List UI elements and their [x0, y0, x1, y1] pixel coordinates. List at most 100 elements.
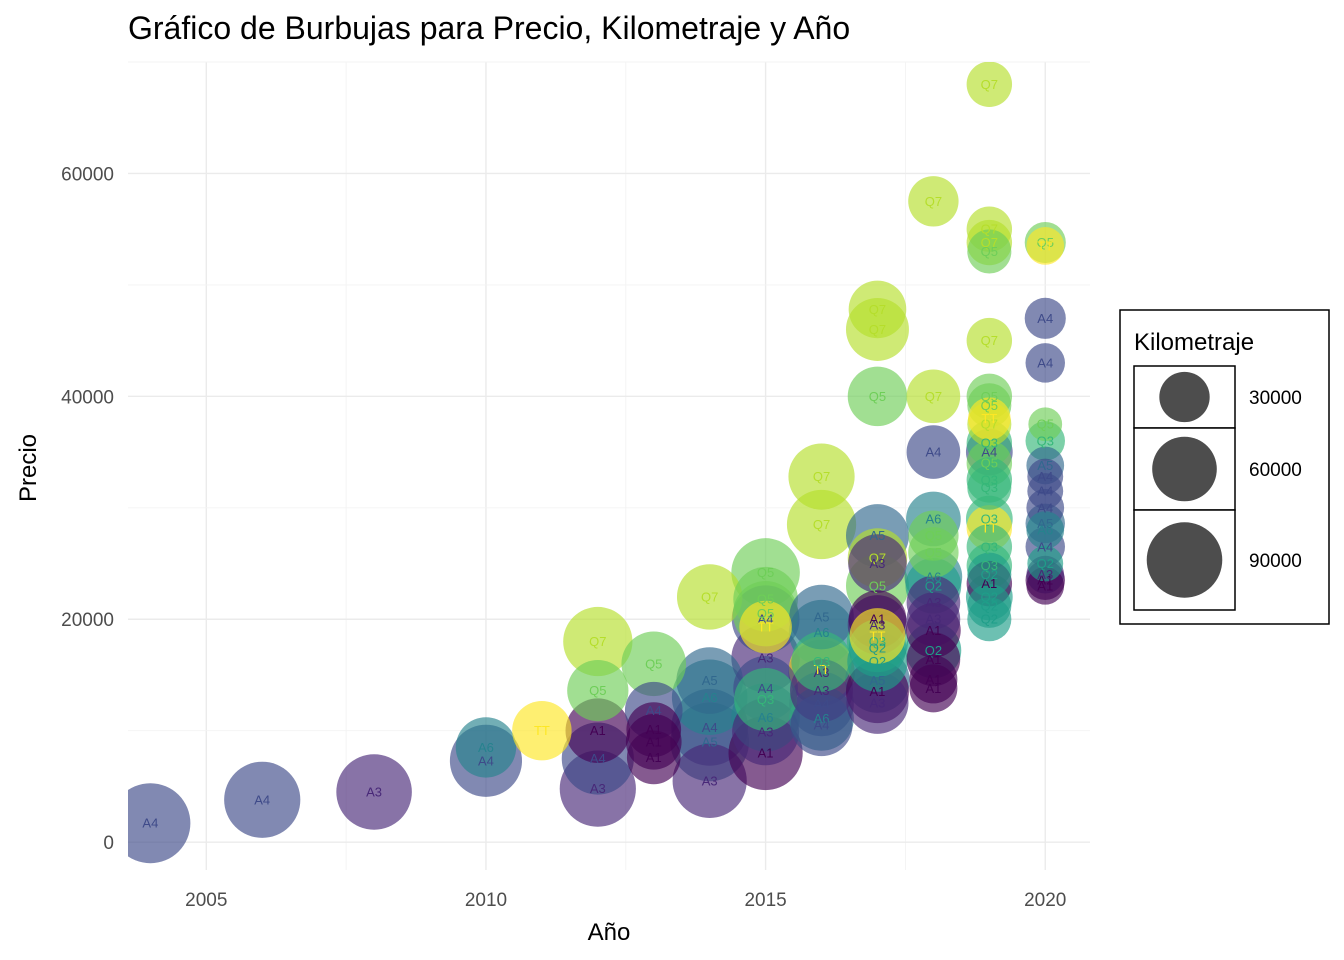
bubble-point: [626, 730, 681, 785]
bubble-label: Q7: [981, 333, 998, 348]
bubble-point: [786, 489, 857, 560]
chart-title: Gráfico de Burbujas para Precio, Kilomet…: [128, 10, 851, 46]
bubble-point: [788, 443, 855, 510]
bubble-point: [676, 647, 743, 714]
bubble-label: TT: [1037, 238, 1053, 253]
bubble-label: A1: [925, 681, 941, 696]
bubble-label: Q3: [981, 539, 998, 554]
bubble-point: [1026, 511, 1065, 549]
bubble-label: A1: [1037, 573, 1053, 588]
bubble-label: A3: [758, 651, 774, 666]
bubble-point: [1026, 227, 1065, 265]
bubble-label: A6: [814, 711, 830, 726]
bubble-label: Q5: [645, 656, 662, 671]
bubble-point: [848, 280, 907, 339]
bubble-point: [848, 534, 907, 593]
bubble-point: [128, 783, 191, 864]
bubble-label: A1: [646, 722, 662, 737]
bubble-label: Q3: [981, 472, 998, 487]
bubble-label: A6: [925, 511, 941, 526]
bubble-label: A4: [1037, 500, 1053, 515]
bubble-label: A1: [758, 745, 774, 760]
bubble-point: [906, 592, 961, 647]
bubble-label: A4: [590, 751, 606, 766]
bubble-label: Q5: [981, 456, 998, 471]
bubble-label: A3: [870, 695, 886, 710]
bubble-point: [224, 761, 301, 838]
y-tick-label: 20000: [61, 610, 114, 631]
x-tick-label: 2015: [744, 890, 786, 911]
legend-label: 90000: [1249, 551, 1302, 572]
bubble-point: [455, 717, 517, 778]
bubble-label: A1: [925, 652, 941, 667]
bubble-label: A5: [702, 734, 718, 749]
x-tick-label: 2005: [185, 890, 227, 911]
bubble-point: [909, 664, 958, 713]
bubble-label: Q7: [869, 302, 886, 317]
bubble-point: [966, 317, 1013, 364]
bubble-label: Q5: [589, 683, 606, 698]
bubble-label: A1: [870, 684, 886, 699]
bubble-point: [849, 608, 906, 664]
bubble-label: A5: [814, 610, 830, 625]
bubble-label: A3: [814, 683, 830, 698]
x-tick-label: 2010: [465, 890, 507, 911]
bubble-label: Q7: [869, 322, 886, 337]
bubble-point: [1024, 297, 1066, 339]
legend-circle: [1159, 371, 1210, 423]
bubble-point: [336, 754, 412, 830]
bubble-label: A4: [1037, 539, 1053, 554]
bubble-label: Q7: [589, 634, 606, 649]
bubble-label: A4: [814, 696, 830, 711]
bubble-label: Q5: [981, 398, 998, 413]
y-axis-title: Precio: [15, 434, 42, 502]
bubble-label: A3: [870, 617, 886, 632]
bubble-label: A5: [702, 673, 718, 688]
y-tick-label: 40000: [61, 387, 114, 408]
bubble-label: Q3: [757, 692, 774, 707]
bubble-label: A1: [646, 734, 662, 749]
bubble-label: A3: [925, 612, 941, 627]
bubble-label: A1: [646, 750, 662, 765]
y-axis-tick-labels: 0 20000 40000 60000: [61, 164, 114, 854]
bubble-label: A3: [870, 556, 886, 571]
bubble-point: [790, 694, 853, 757]
bubble-point: [1025, 343, 1065, 383]
bubble-label: Q7: [981, 77, 998, 92]
bubble-label: TT: [814, 662, 830, 677]
bubble-point: [967, 552, 1012, 597]
bubble-label: Q5: [1037, 417, 1054, 432]
bubble-label: Q3: [869, 634, 886, 649]
bubble-label: A1: [925, 623, 941, 638]
bubble-point: [906, 425, 961, 479]
bubble-label: A1: [1037, 578, 1053, 593]
bubble-label: Q5: [981, 389, 998, 404]
bubble-label: A5: [870, 528, 886, 543]
bubble-label: A6: [758, 710, 774, 725]
bubble-label: TT: [870, 628, 886, 643]
bubble-label: Q2: [1037, 556, 1054, 571]
x-axis-tick-labels: 2005 2010 2015 2020: [185, 890, 1066, 911]
bubble-label: A3: [702, 773, 718, 788]
bubble-label: A4: [758, 612, 774, 627]
bubble-label: A6: [702, 690, 718, 705]
bubble-label: Q5: [1037, 235, 1054, 250]
bubble-label: A4: [142, 816, 158, 831]
bubble-label: TT: [758, 620, 774, 635]
bubble-label: Q2: [981, 567, 998, 582]
bubble-label: A5: [1037, 458, 1053, 473]
bubble-label: Q2: [869, 641, 886, 656]
bubble-layer: [128, 62, 1066, 864]
bubble-label: Q2: [981, 598, 998, 613]
bubble-label: A6: [814, 625, 830, 640]
bubble-label: Q7: [813, 517, 830, 532]
bubble-label: TT: [981, 411, 997, 426]
bubble-point: [676, 564, 743, 630]
bubble-label: Q3: [1037, 433, 1054, 448]
bubble-label: A1: [981, 576, 997, 591]
bubble-label: TT: [981, 520, 997, 535]
bubble-label: A4: [925, 445, 941, 460]
bubble-label: A4: [1037, 484, 1053, 499]
bubble-label: A3: [925, 595, 941, 610]
